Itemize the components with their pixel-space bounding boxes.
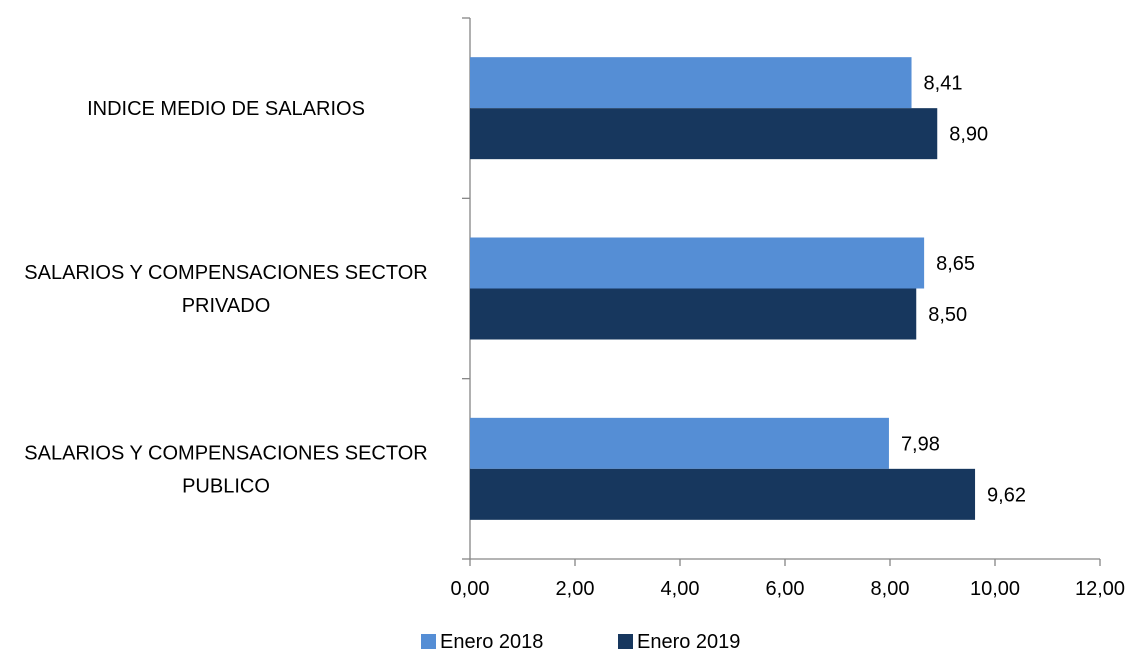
bar-enero-2019 bbox=[470, 108, 938, 160]
bar-enero-2018 bbox=[470, 417, 889, 469]
data-label: 8,50 bbox=[928, 304, 967, 326]
legend-label: Enero 2019 bbox=[637, 631, 740, 653]
data-label: 9,62 bbox=[987, 484, 1026, 506]
x-tick-label: 4,00 bbox=[661, 578, 700, 600]
data-label: 8,41 bbox=[924, 73, 963, 95]
category-label: SALARIOS Y COMPENSACIONES SECTOR bbox=[24, 262, 427, 284]
category-label: SALARIOS Y COMPENSACIONES SECTOR bbox=[24, 442, 427, 464]
x-tick-label: 2,00 bbox=[556, 578, 595, 600]
legend: Enero 2018 Enero 2019 bbox=[421, 631, 740, 653]
x-tick-label: 0,00 bbox=[451, 578, 490, 600]
x-tick-label: 6,00 bbox=[766, 578, 805, 600]
legend-swatch bbox=[421, 634, 436, 649]
bar-enero-2019 bbox=[470, 288, 917, 340]
labels: 0,00 2,00 4,00 6,00 8,00 10,00 12,00 INDICE MED… bbox=[24, 73, 1125, 600]
bars bbox=[470, 57, 976, 520]
category-label: PRIVADO bbox=[182, 295, 271, 317]
x-tick-label: 8,00 bbox=[871, 578, 910, 600]
legend-swatch bbox=[618, 634, 633, 649]
bar-enero-2019 bbox=[470, 468, 976, 520]
legend-label: Enero 2018 bbox=[440, 631, 543, 653]
bar-enero-2018 bbox=[470, 57, 912, 109]
data-label: 7,98 bbox=[901, 433, 940, 455]
category-label: INDICE MEDIO DE SALARIOS bbox=[87, 98, 365, 120]
data-label: 8,90 bbox=[949, 124, 988, 146]
bar-enero-2018 bbox=[470, 237, 925, 289]
data-label: 8,65 bbox=[936, 253, 975, 275]
x-tick-label: 10,00 bbox=[970, 578, 1020, 600]
category-label: PUBLICO bbox=[182, 475, 270, 497]
x-tick-label: 12,00 bbox=[1075, 578, 1125, 600]
